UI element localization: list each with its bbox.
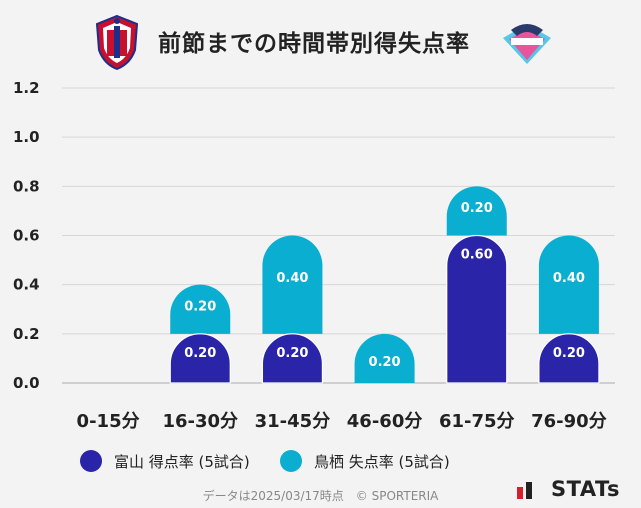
stacked-bar-chart: 0.00.20.40.60.81.01.2 0.200.200.400.200.…	[13, 79, 615, 432]
stats-brand-text: STATs	[551, 477, 620, 501]
legend-label-away: 鳥栖 失点率 (5試合)	[314, 452, 450, 471]
x-tick-label: 61-75分	[439, 411, 515, 432]
bar-home-61-75分	[446, 234, 508, 384]
legend-label-home: 富山 得点率 (5試合)	[114, 452, 250, 471]
y-tick-label: 1.2	[13, 79, 40, 97]
legend: 富山 得点率 (5試合) 鳥栖 失点率 (5試合)	[80, 450, 560, 474]
stats-logo: STATs	[517, 477, 620, 501]
bar-label-away: 0.20	[369, 355, 401, 370]
legend-swatch-away	[280, 450, 302, 472]
bar-away-76-90分	[538, 235, 599, 334]
y-axis-ticks: 0.0 0.2 0.4 0.6 0.8 1.0 1.2	[13, 79, 40, 392]
chart-title: 前節までの時間帯別得失点率	[158, 31, 470, 57]
bar-away-16-30分	[170, 284, 231, 334]
chart-header: 前節までの時間帯別得失点率	[0, 0, 641, 80]
bars: 0.20 0.20 0.40 0.20 0.20 0.20 0.60 0.40 0.20	[169, 186, 600, 384]
x-tick-label: 31-45分	[255, 411, 331, 432]
bar-label-away: 0.20	[184, 299, 216, 314]
y-tick-label: 0.8	[13, 177, 40, 195]
x-axis-ticks: 0-15分 16-30分 31-45分 46-60分 61-75分 76-90分	[77, 411, 607, 432]
legend-item-home: 富山 得点率 (5試合)	[80, 450, 250, 472]
y-tick-label: 0.6	[13, 227, 40, 245]
legend-item-away: 鳥栖 失点率 (5試合)	[280, 450, 450, 472]
y-tick-label: 0.0	[13, 374, 40, 392]
bar-label-away: 0.20	[461, 201, 493, 216]
legend-swatch-home	[80, 450, 102, 472]
x-tick-label: 16-30分	[162, 411, 238, 432]
bar-home-31-45分	[261, 333, 324, 384]
data-note: データは2025/03/17時点 © SPORTERIA	[202, 489, 439, 503]
bar-label-home: 0.20	[184, 346, 216, 361]
toyama-emblem-icon	[95, 14, 139, 70]
y-tick-label: 0.4	[13, 276, 40, 294]
bar-label-away: 0.40	[276, 271, 308, 286]
tosu-emblem-icon	[503, 24, 551, 64]
x-tick-label: 76-90分	[531, 411, 607, 432]
x-tick-label: 0-15分	[77, 411, 140, 432]
bar-away-61-75分	[446, 186, 507, 236]
x-tick-label: 46-60分	[347, 411, 423, 432]
y-tick-label: 0.2	[13, 325, 40, 343]
bar-label-home: 0.20	[276, 346, 308, 361]
y-tick-label: 1.0	[13, 128, 40, 146]
bar-label-home: 0.20	[553, 346, 585, 361]
bar-label-home: 0.60	[461, 248, 493, 263]
bar-away-46-60分	[354, 333, 415, 383]
bar-home-16-30分	[169, 333, 231, 384]
bar-home-76-90分	[538, 333, 600, 384]
stats-bars-icon	[517, 482, 532, 499]
bar-away-31-45分	[262, 235, 323, 334]
gridlines	[62, 87, 615, 384]
bar-label-away: 0.40	[553, 271, 585, 286]
